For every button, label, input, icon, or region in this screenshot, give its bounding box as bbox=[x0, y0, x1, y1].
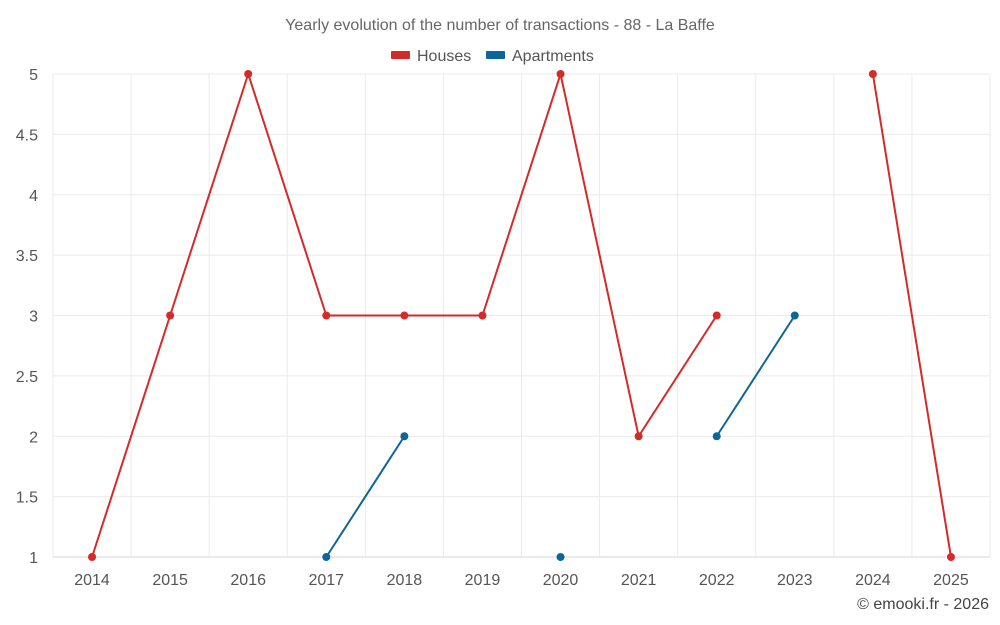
data-point[interactable] bbox=[166, 311, 175, 320]
legend: Houses Apartments bbox=[391, 48, 594, 65]
y-tick-label: 1 bbox=[29, 550, 38, 567]
data-point[interactable] bbox=[868, 70, 877, 78]
x-tick-label: 2021 bbox=[621, 572, 657, 589]
data-point[interactable] bbox=[88, 553, 97, 561]
x-tick-label: 2022 bbox=[699, 572, 735, 589]
legend-label-houses: Houses bbox=[417, 48, 471, 65]
y-tick-label: 4 bbox=[29, 188, 38, 205]
x-tick-label: 2014 bbox=[74, 572, 110, 589]
y-tick-label: 3.5 bbox=[16, 248, 38, 265]
data-point[interactable] bbox=[712, 311, 721, 320]
series-houses bbox=[88, 70, 955, 561]
legend-label-apartments: Apartments bbox=[512, 48, 594, 65]
series-line-segment bbox=[325, 435, 406, 558]
x-tick-label: 2015 bbox=[152, 572, 188, 589]
series-line-segment bbox=[91, 314, 172, 558]
y-tick-label: 2 bbox=[29, 429, 38, 446]
series-line-segment bbox=[559, 73, 640, 438]
data-point[interactable] bbox=[400, 311, 409, 320]
data-point[interactable] bbox=[478, 311, 487, 320]
data-point[interactable] bbox=[712, 432, 721, 441]
series-line-segment bbox=[871, 73, 952, 558]
y-tick-label: 4.5 bbox=[16, 127, 38, 144]
chart-title: Yearly evolution of the number of transa… bbox=[285, 17, 715, 34]
legend-swatch-houses bbox=[391, 51, 410, 59]
data-point[interactable] bbox=[244, 70, 253, 78]
data-point[interactable] bbox=[634, 432, 643, 441]
x-tick-label: 2020 bbox=[543, 572, 579, 589]
y-tick-label: 2.5 bbox=[16, 369, 38, 386]
data-point[interactable] bbox=[790, 311, 799, 320]
data-point[interactable] bbox=[322, 311, 331, 320]
legend-item-apartments[interactable]: Apartments bbox=[486, 48, 594, 65]
series-layer bbox=[88, 70, 955, 561]
x-axis: 2014 2015 2016 2017 2018 2019 2020 2021 2022 2023… bbox=[53, 556, 990, 589]
x-tick-label: 2023 bbox=[777, 572, 813, 589]
series-line-segment bbox=[247, 73, 328, 317]
y-tick-label: 1.5 bbox=[16, 490, 38, 507]
series-apartments bbox=[322, 311, 799, 561]
credit-text: © emooki.fr - 2026 bbox=[857, 596, 989, 613]
y-tick-label: 5 bbox=[29, 67, 38, 84]
data-point[interactable] bbox=[400, 432, 409, 441]
y-axis: 1 1.5 2 2.5 3 3.5 4 4.5 5 bbox=[16, 67, 38, 567]
x-tick-label: 2018 bbox=[387, 572, 423, 589]
data-point[interactable] bbox=[322, 553, 331, 561]
series-line-segment bbox=[169, 73, 250, 317]
x-tick-label: 2019 bbox=[465, 572, 501, 589]
series-line-segment bbox=[715, 314, 796, 438]
series-line-segment bbox=[481, 73, 562, 317]
legend-swatch-apartments bbox=[486, 51, 505, 59]
x-tick-label: 2017 bbox=[308, 572, 344, 589]
legend-item-houses[interactable]: Houses bbox=[391, 48, 471, 65]
data-point[interactable] bbox=[946, 553, 955, 561]
y-tick-label: 3 bbox=[29, 309, 38, 326]
x-tick-label: 2016 bbox=[230, 572, 266, 589]
data-point[interactable] bbox=[556, 70, 565, 78]
data-point[interactable] bbox=[556, 553, 565, 561]
gridlines bbox=[52, 73, 991, 557]
series-line-segment bbox=[637, 314, 718, 438]
x-tick-label: 2024 bbox=[855, 572, 891, 589]
x-tick-label: 2025 bbox=[933, 572, 969, 589]
